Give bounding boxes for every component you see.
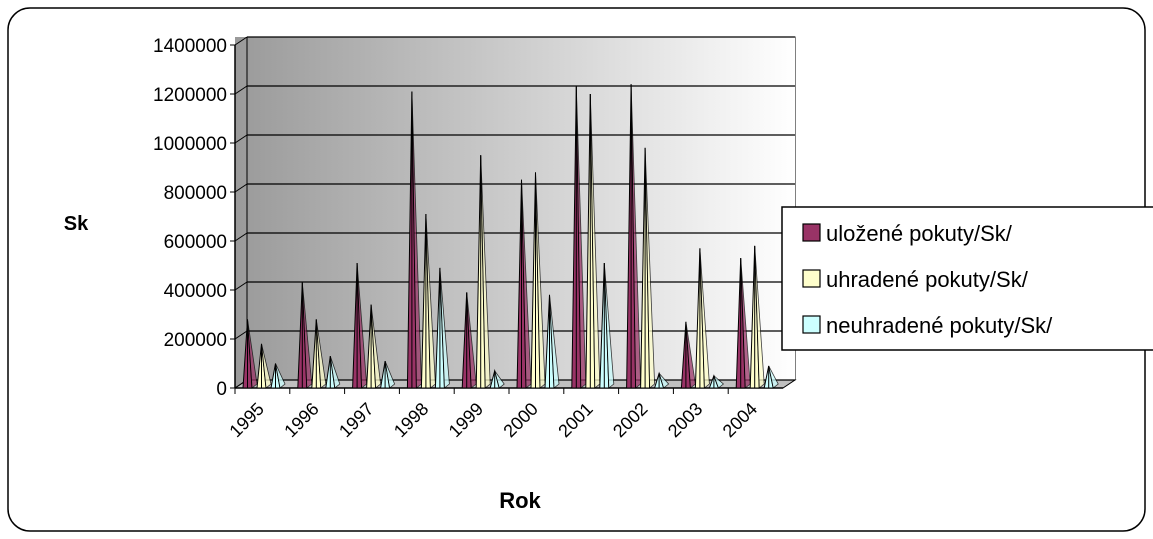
bar-side <box>370 304 382 389</box>
bar-2004-series-1 <box>735 258 751 389</box>
gridline-diagonal <box>234 183 248 193</box>
bar-1996-series-3 <box>325 356 341 389</box>
bar-side <box>658 373 670 389</box>
bar-2002-series-1 <box>626 84 642 389</box>
bar-side <box>384 360 396 389</box>
gridline-diagonal <box>234 281 248 291</box>
bar-1996-series-2 <box>311 319 327 389</box>
bar-1998-series-2 <box>420 214 436 389</box>
bar-2002-series-2 <box>640 147 656 389</box>
y-tick-label: 1000000 <box>153 134 227 155</box>
bar-side <box>425 214 436 389</box>
bar-side <box>494 370 505 389</box>
bar-1996-series-1 <box>297 282 313 389</box>
bar-2000-series-1 <box>516 179 532 389</box>
legend: uložené pokuty/Sk/uhradené pokuty/Sk/neu… <box>781 206 1153 351</box>
bar-side <box>301 282 313 389</box>
bar-2001-series-1 <box>571 86 587 389</box>
bar-2004-series-3 <box>763 365 779 389</box>
bar-2001-series-3 <box>599 263 615 389</box>
gridline-diagonal <box>234 36 248 46</box>
bar-2000-series-3 <box>544 294 560 389</box>
gridline-diagonal <box>234 134 248 144</box>
bar-1995-series-2 <box>256 343 272 389</box>
bar-side <box>275 363 286 389</box>
bar-side <box>575 86 587 389</box>
bar-1999-series-3 <box>489 368 505 389</box>
legend-label: neuhradené pokuty/Sk/ <box>826 313 1053 338</box>
gridline-diagonal <box>234 330 248 340</box>
bar-side <box>713 375 725 389</box>
legend-box <box>781 206 1153 351</box>
y-tick-label: 600000 <box>164 232 227 253</box>
bar-1997-series-3 <box>380 360 396 389</box>
bar-side <box>480 155 491 389</box>
bar-2003-series-2 <box>694 248 710 389</box>
legend-label: uhradené pokuty/Sk/ <box>826 267 1029 292</box>
legend-swatch <box>802 269 821 288</box>
legend-swatch <box>802 223 821 242</box>
bar-side <box>549 294 560 389</box>
bar-side <box>247 319 258 389</box>
bar-1997-series-2 <box>366 304 382 389</box>
gridline-diagonal <box>234 232 248 242</box>
bar-1998-series-1 <box>406 91 422 389</box>
y-tick-label: 400000 <box>164 281 227 302</box>
bar-2003-series-1 <box>680 321 696 389</box>
y-axis-title: Sk <box>64 213 89 235</box>
bar-1995-series-3 <box>270 363 286 389</box>
bar-2003-series-3 <box>708 374 725 389</box>
wall-fill <box>235 37 795 380</box>
bar-side <box>754 245 765 389</box>
x-axis-title: Rok <box>499 488 541 513</box>
bar-1999-series-2 <box>475 155 491 389</box>
legend-swatch <box>802 315 821 334</box>
bar-side <box>521 179 532 389</box>
bar-side <box>466 292 477 389</box>
bar-side <box>768 365 779 389</box>
bar-2004-series-2 <box>749 245 765 389</box>
gridline-diagonal <box>234 85 248 95</box>
bar-side <box>315 319 327 389</box>
data-marks <box>242 84 779 389</box>
bar-side <box>644 147 656 389</box>
bar-side <box>699 248 710 389</box>
bar-side <box>685 321 696 389</box>
y-tick-label: 800000 <box>164 183 227 204</box>
bar-1999-series-1 <box>461 292 477 389</box>
bar-side <box>630 84 642 389</box>
bar-side <box>329 356 341 389</box>
legend-label: uložené pokuty/Sk/ <box>826 221 1013 246</box>
y-tick-label: 0 <box>216 379 227 400</box>
bar-1998-series-3 <box>434 267 450 389</box>
bar-side <box>535 172 546 389</box>
bar-side <box>603 263 615 389</box>
y-tick-label: 1200000 <box>153 85 227 106</box>
bar-1995-series-1 <box>242 319 258 389</box>
bar-2001-series-2 <box>585 93 601 389</box>
bar-side <box>261 343 272 389</box>
bar-side <box>439 267 450 389</box>
bar-side <box>589 93 601 389</box>
bar-side <box>411 91 422 389</box>
bar-side <box>740 258 751 389</box>
bar-side <box>356 263 368 389</box>
bar-1997-series-1 <box>352 263 368 389</box>
y-tick-label: 200000 <box>164 330 227 351</box>
y-tick-label: 1400000 <box>153 36 227 57</box>
bar-2000-series-2 <box>530 172 546 389</box>
bar-2002-series-3 <box>653 371 670 389</box>
